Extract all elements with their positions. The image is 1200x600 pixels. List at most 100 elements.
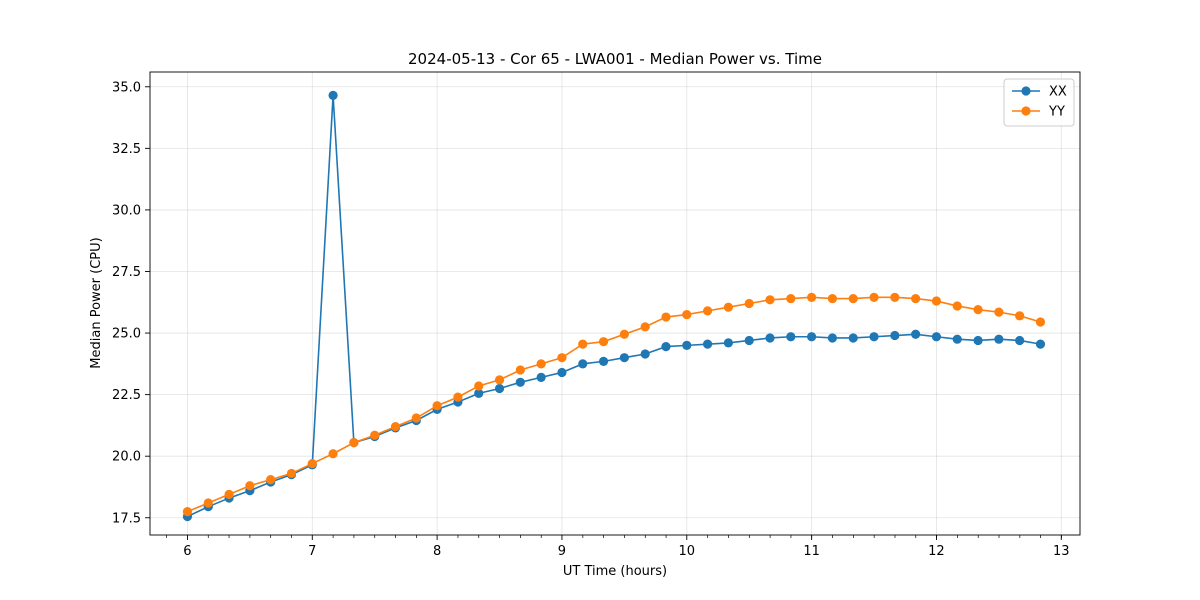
data-point-xx — [765, 333, 775, 343]
data-point-xx — [890, 330, 900, 341]
data-point-yy — [370, 430, 380, 440]
data-point-xx — [494, 383, 505, 394]
legend-label-xx: XX — [1049, 85, 1067, 100]
data-point-yy — [286, 468, 297, 479]
data-point-yy — [432, 401, 442, 411]
x-tick-label: 8 — [433, 544, 441, 559]
y-axis-label: Median Power (CPU) — [89, 237, 104, 368]
data-point-yy — [661, 312, 671, 322]
data-point-yy — [245, 481, 255, 491]
data-point-xx — [911, 329, 921, 339]
data-point-yy — [224, 489, 234, 499]
data-point-yy — [952, 301, 962, 311]
y-tick-label: 27.5 — [112, 265, 141, 280]
x-axis-label: UT Time (hours) — [563, 564, 667, 579]
data-point-xx — [515, 377, 525, 387]
data-point-xx — [848, 333, 858, 343]
data-point-xx — [869, 332, 879, 342]
data-point-yy — [744, 298, 754, 309]
data-point-yy — [307, 458, 317, 469]
data-point-xx — [557, 367, 567, 378]
data-point-xx — [973, 335, 983, 346]
data-point-yy — [702, 306, 713, 316]
data-point-xx — [744, 335, 754, 346]
data-point-yy — [578, 339, 588, 349]
data-point-xx — [536, 372, 546, 382]
data-point-yy — [682, 309, 692, 320]
data-point-yy — [203, 498, 213, 508]
data-point-xx — [807, 332, 817, 342]
data-point-xx — [994, 334, 1004, 344]
data-point-yy — [807, 292, 817, 302]
data-point-yy — [931, 296, 942, 306]
data-point-xx — [1035, 339, 1046, 349]
x-tick-label: 7 — [308, 544, 316, 559]
data-point-xx — [952, 334, 962, 344]
data-point-yy — [869, 292, 879, 302]
grid-layer — [150, 72, 1080, 535]
data-point-yy — [765, 295, 775, 305]
data-point-xx — [598, 356, 609, 366]
plot-frame — [149, 71, 1081, 536]
data-point-xx — [661, 341, 671, 352]
y-tick-label: 22.5 — [112, 388, 141, 403]
y-tick-label: 30.0 — [112, 203, 141, 218]
data-point-yy — [557, 353, 567, 363]
data-point-yy — [390, 422, 401, 432]
data-point-xx — [931, 332, 942, 342]
y-tick-label: 25.0 — [112, 327, 141, 342]
data-point-yy — [848, 293, 858, 304]
data-point-yy — [515, 365, 525, 375]
x-tick-label: 11 — [803, 544, 820, 559]
x-tick-label: 9 — [558, 544, 566, 559]
x-tick-label: 12 — [928, 544, 945, 559]
x-tick-label: 10 — [679, 544, 696, 559]
legend-label-yy: YY — [1048, 105, 1065, 120]
data-point-yy — [182, 507, 193, 517]
data-point-yy — [411, 413, 421, 423]
x-tick-label: 13 — [1053, 544, 1070, 559]
data-point-xx — [786, 332, 796, 342]
data-point-yy — [640, 322, 650, 332]
legend-marker-yy — [1021, 106, 1031, 116]
data-point-xx — [474, 388, 484, 398]
legend-marker-xx — [1021, 86, 1031, 96]
data-point-xx — [682, 340, 692, 350]
data-point-xx — [640, 349, 650, 359]
data-point-yy — [494, 375, 505, 385]
axes-layer: 6 7 8 9 10 11 12 13 17.5 20.0 22.5 25.0 27.5 30.0 32.5… — [112, 71, 1081, 559]
data-point-yy — [723, 302, 733, 312]
data-point-xx — [1015, 335, 1025, 346]
data-point-yy — [1015, 311, 1025, 321]
data-point-yy — [890, 292, 900, 302]
data-point-yy — [474, 381, 484, 391]
data-point-xx — [328, 90, 338, 100]
data-point-yy — [349, 438, 359, 448]
data-point-yy — [994, 307, 1004, 317]
data-point-xx — [578, 359, 588, 369]
x-tick-label: 6 — [183, 544, 191, 559]
y-tick-label: 20.0 — [112, 450, 141, 465]
data-point-yy — [786, 293, 796, 304]
y-tick-label: 32.5 — [112, 142, 141, 157]
y-tick-label: 17.5 — [112, 511, 141, 526]
data-point-xx — [827, 333, 838, 343]
data-point-xx — [619, 353, 629, 363]
data-point-yy — [911, 293, 921, 304]
data-point-yy — [827, 293, 838, 304]
legend: XX YY — [1003, 78, 1075, 127]
data-point-yy — [536, 359, 546, 369]
data-point-yy — [973, 305, 983, 315]
chart-title: 2024-05-13 - Cor 65 - LWA001 - Median Po… — [408, 50, 822, 68]
y-tick-label: 35.0 — [112, 80, 141, 95]
data-point-xx — [723, 338, 733, 348]
data-point-yy — [453, 392, 463, 402]
data-point-yy — [328, 449, 338, 459]
data-point-yy — [598, 337, 609, 347]
series-layer — [182, 90, 1046, 522]
data-point-yy — [266, 474, 276, 485]
data-point-yy — [1035, 317, 1046, 327]
data-point-yy — [619, 329, 629, 339]
